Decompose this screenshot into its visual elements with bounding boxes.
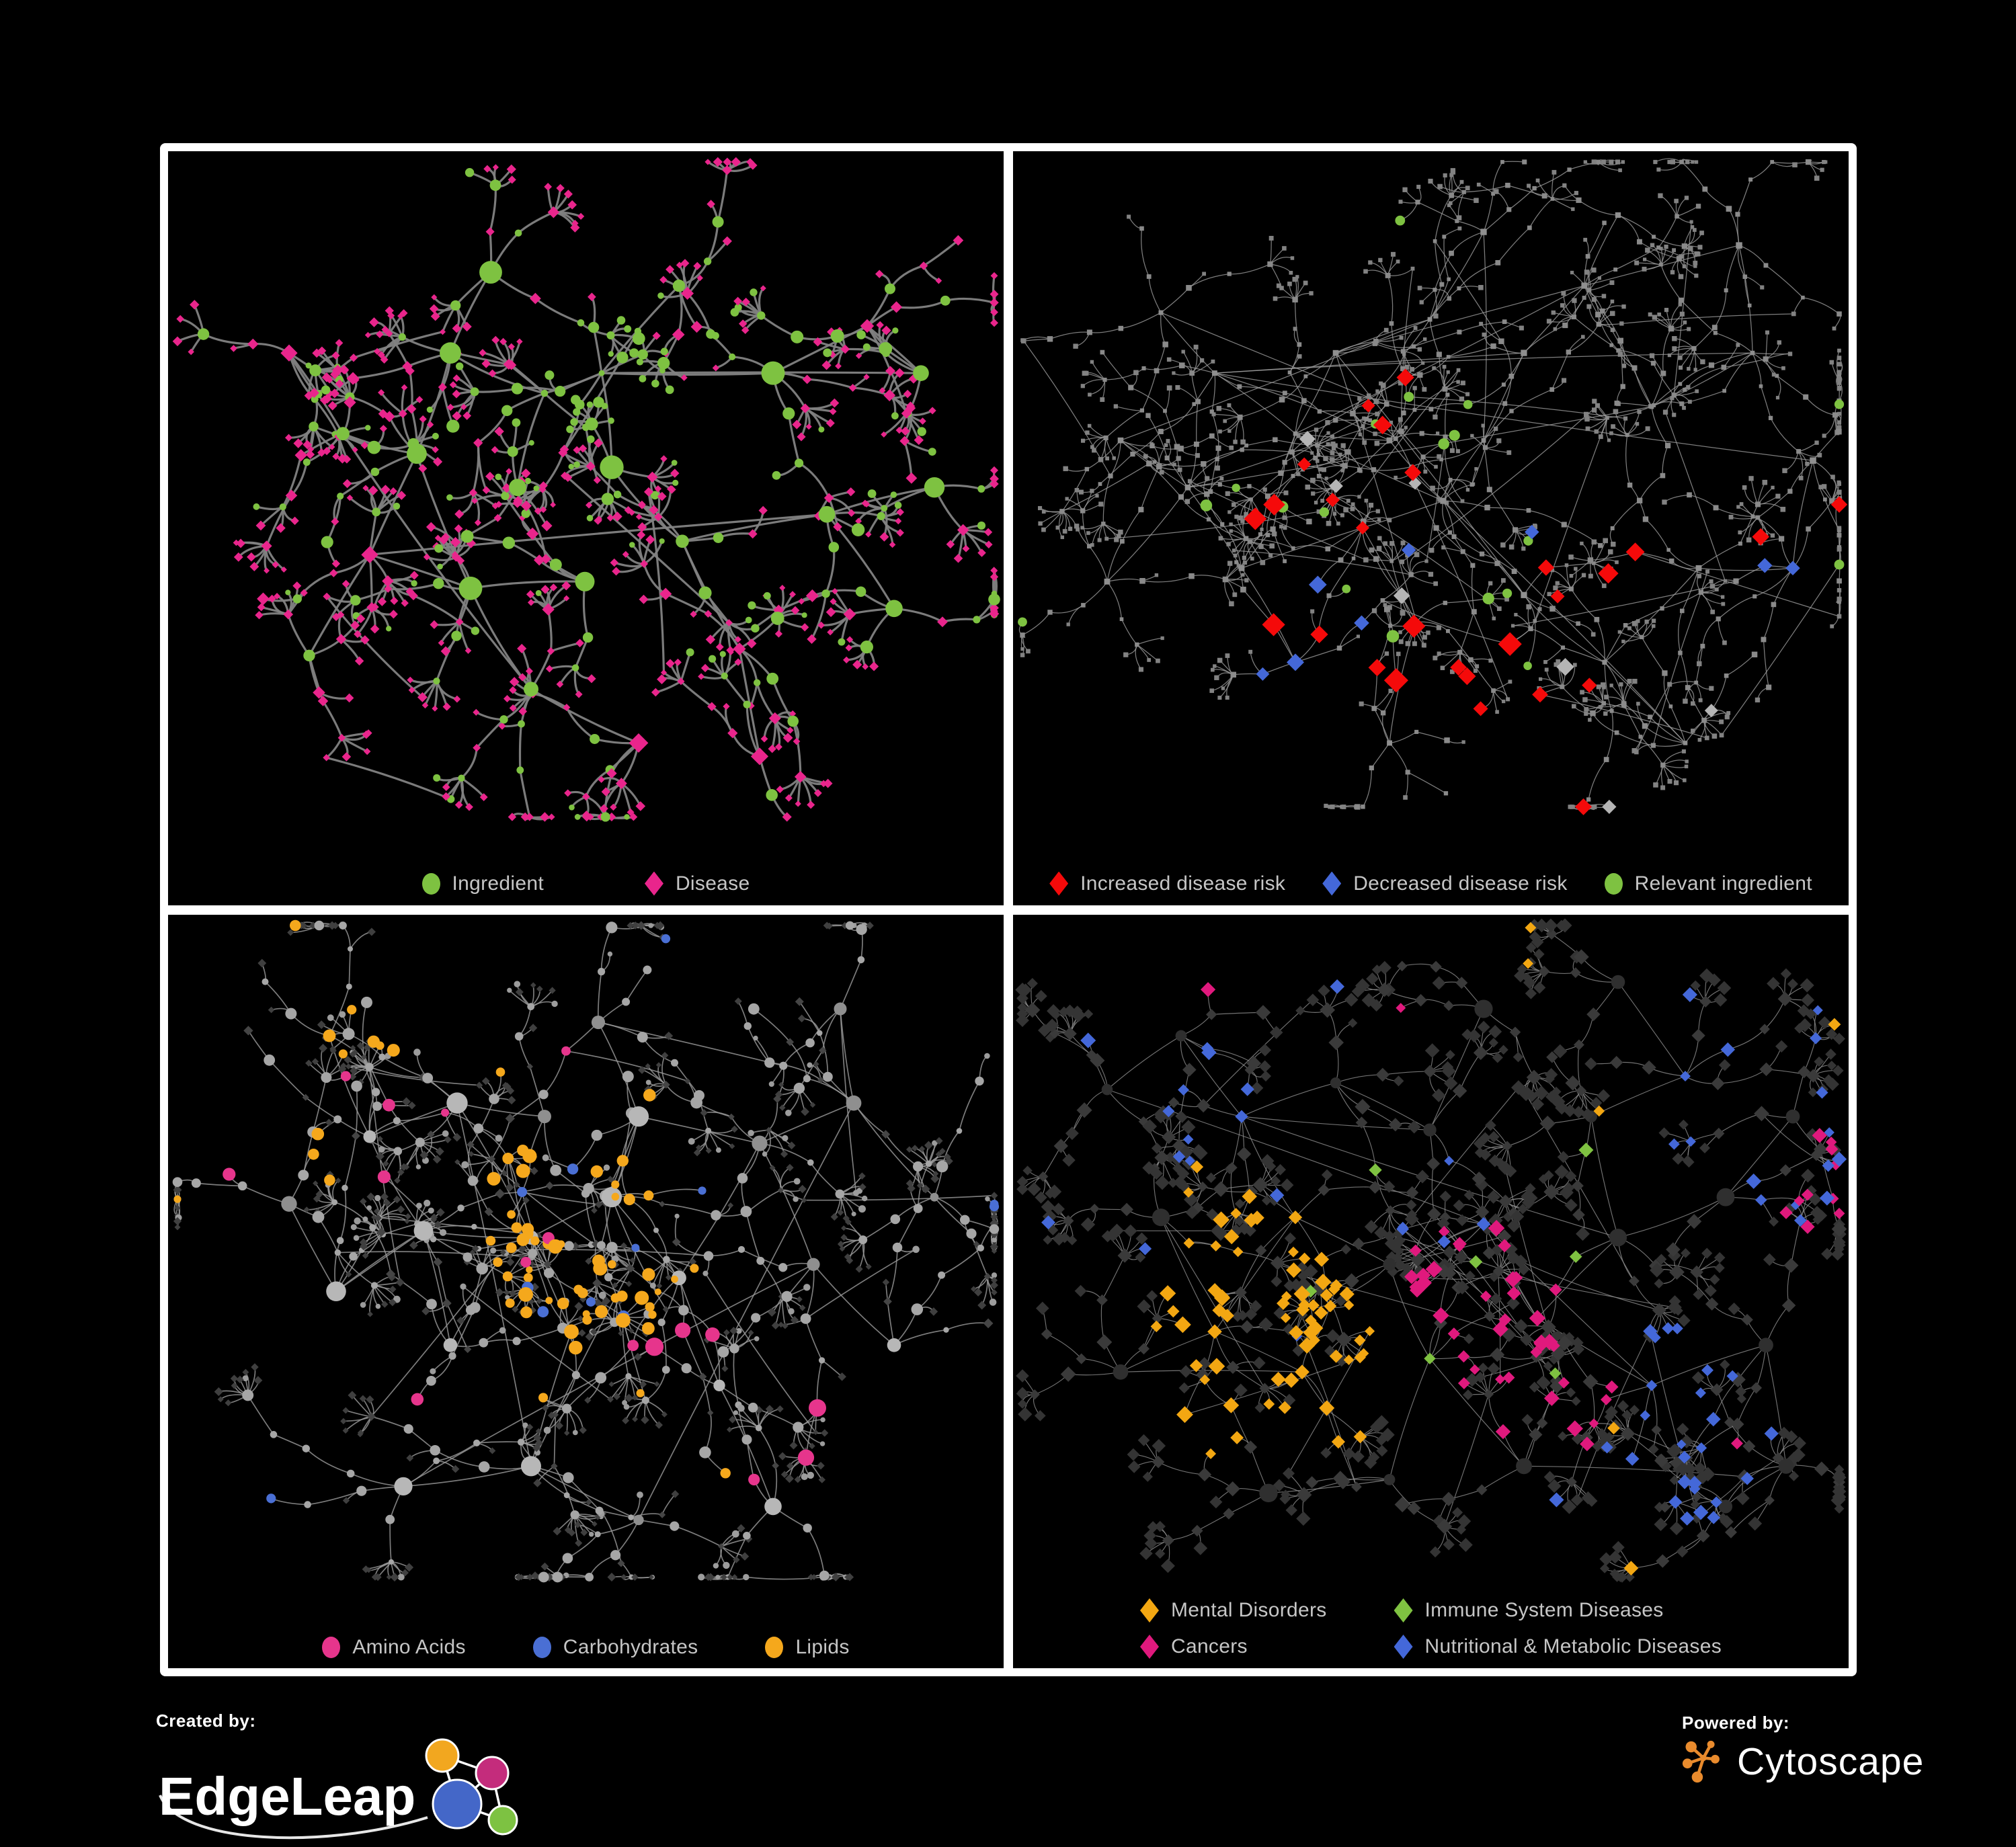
carbohydrates-marker-icon [532,1637,551,1658]
created-by-block: Created by: EdgeLeap [156,1711,532,1847]
network-graph-macronutrients [172,919,1000,1582]
mental-disorders-legend-item: Mental Disorders [1140,1598,1327,1623]
increased-disease-risk-marker-icon [1049,871,1069,896]
immune-system-diseases-legend-item: Immune System Diseases [1394,1598,1664,1623]
carbohydrates-legend-item: Carbohydrates [532,1636,698,1659]
network-edges [173,921,998,1581]
immune-system-diseases-marker-icon [1394,1598,1413,1623]
network-graph-disease-risk [1018,158,1848,815]
panel-legend: Mental Disorders Immune System Diseases Ca… [1013,1598,1849,1659]
edgeleap-logo: EdgeLeap [159,1738,518,1840]
legend-label: Disease [675,872,750,895]
panel-macronutrients: Amino Acids Carbohydrates Lipids [168,914,1004,1668]
legend-label: Decreased disease risk [1353,872,1568,895]
legend-label: Increased disease risk [1080,872,1286,895]
disease-marker-icon [644,871,663,896]
figure-grid: Ingredient Disease Increased disease risk… [160,143,1857,1676]
lipids-legend-item: Lipids [765,1636,849,1659]
created-by-label: Created by: [156,1711,256,1731]
legend-label: Nutritional & Metabolic Diseases [1424,1635,1722,1657]
edgeleap-logo-nodes [425,1738,518,1836]
powered-by-block: Powered by: Cytosc [1682,1713,1924,1784]
legend-label: Relevant ingredient [1634,872,1812,895]
decreased-disease-risk-marker-icon [1322,871,1342,896]
network-graph-ingredient-disease [172,157,1000,822]
disease-legend-item: Disease [644,871,750,896]
nutritional-metabolic-diseases-legend-item: Nutritional & Metabolic Diseases [1394,1635,1722,1659]
legend-label: Amino Acids [352,1636,466,1658]
nutritional-metabolic-diseases-marker-icon [1394,1635,1413,1659]
edgeleap-node-magenta [475,1756,510,1791]
legend-label: Ingredient [452,872,544,895]
increased-disease-risk-legend-item: Increased disease risk [1049,871,1286,896]
cancers-legend-item: Cancers [1140,1635,1248,1659]
edgeleap-wordmark: EdgeLeap [159,1766,415,1826]
network-nodes[interactable] [1018,159,1848,815]
mental-disorders-marker-icon [1140,1598,1159,1623]
decreased-disease-risk-legend-item: Decreased disease risk [1322,871,1568,896]
legend-label: Immune System Diseases [1424,1599,1664,1621]
legend-label: Carbohydrates [563,1636,698,1658]
cytoscape-wordmark: Cytoscape [1737,1740,1925,1783]
network-edges [1018,158,1843,811]
legend-label: Cancers [1171,1635,1248,1657]
ingredient-marker-icon [421,872,440,895]
ingredient-legend-item: Ingredient [421,872,544,895]
amino-acids-legend-item: Amino Acids [322,1636,465,1659]
edgeleap-node-green [487,1805,518,1836]
network-graph-disease-categories [1015,917,1847,1583]
amino-acids-marker-icon [322,1637,341,1658]
legend-label: Lipids [795,1636,850,1658]
cytoscape-logo-icon [1682,1740,1720,1783]
cancers-marker-icon [1140,1635,1159,1659]
edgeleap-node-orange [425,1738,460,1773]
panel-legend: Increased disease risk Decreased disease … [1013,871,1849,896]
powered-by-label: Powered by: [1682,1713,1790,1733]
relevant-ingredient-marker-icon [1604,872,1623,895]
lipids-marker-icon [765,1637,784,1658]
panel-legend: Amino Acids Carbohydrates Lipids [168,1636,1004,1659]
panel-disease-risk: Increased disease risk Decreased disease … [1013,151,1849,905]
relevant-ingredient-legend-item: Relevant ingredient [1604,872,1812,895]
legend-label: Mental Disorders [1171,1599,1327,1621]
edgeleap-node-blue [432,1778,483,1830]
panel-legend: Ingredient Disease [168,871,1004,896]
panel-ingredient-disease: Ingredient Disease [168,151,1004,905]
panel-disease-categories: Mental Disorders Immune System Diseases Ca… [1013,914,1849,1668]
